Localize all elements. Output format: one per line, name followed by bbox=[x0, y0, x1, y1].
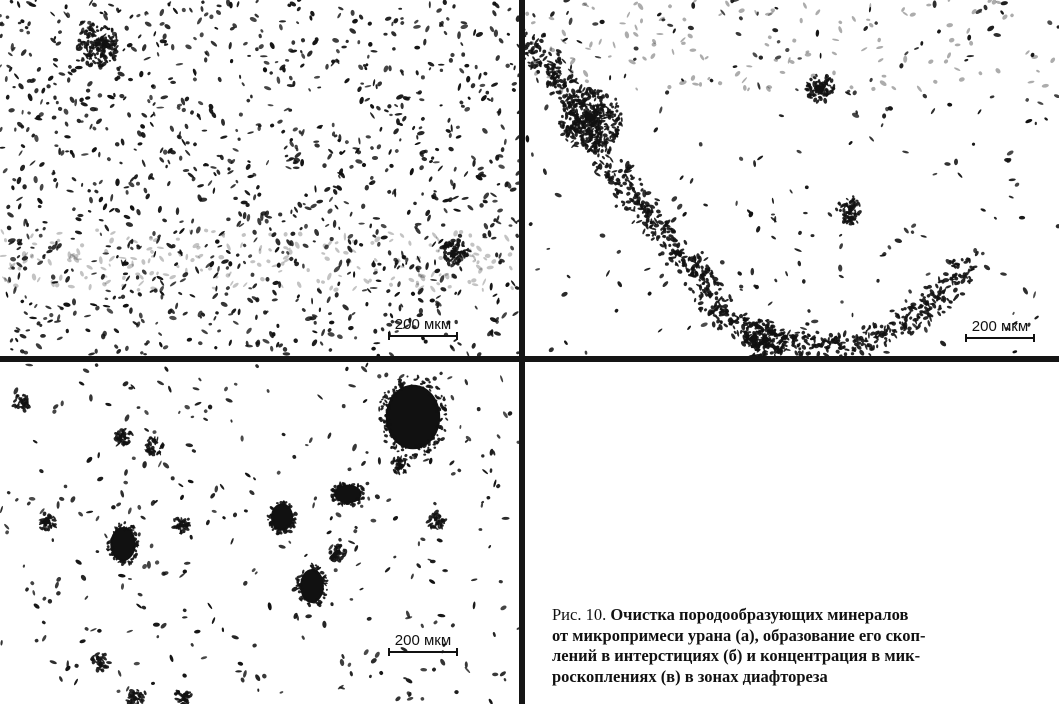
scale-line-b bbox=[965, 334, 1035, 342]
scale-bar-a: 200 мкм bbox=[388, 316, 458, 342]
caption-title: Очистка породообразующих минералов bbox=[610, 605, 909, 624]
scale-bar-c: 200 мкм bbox=[388, 632, 458, 658]
caption-line-4: роскоплениях (в) в зонах диафтореза bbox=[552, 666, 828, 686]
caption-prefix: Рис. 10. bbox=[552, 605, 611, 624]
scale-line-a bbox=[388, 332, 458, 340]
scale-label-a: 200 мкм bbox=[394, 316, 452, 333]
scale-label-b: 200 мкм bbox=[971, 318, 1029, 335]
micrograph-panel-b: 200 мкм bbox=[525, 0, 1059, 356]
uranium-distribution-image-c bbox=[0, 362, 519, 704]
caption-line-1: Рис. 10. Очистка породообразующих минера… bbox=[552, 605, 1059, 626]
micrograph-panel-a: 200 мкм bbox=[0, 0, 519, 356]
uranium-distribution-image-a bbox=[0, 0, 519, 356]
caption-line-3: лений в интерстициях (б) и концентрация … bbox=[552, 646, 921, 665]
uranium-distribution-image-b bbox=[525, 0, 1059, 356]
micrograph-panel-c: 200 мкм bbox=[0, 362, 519, 704]
horizontal-divider bbox=[0, 356, 1059, 362]
caption-line-2: от микропримеси урана (а), образование е… bbox=[552, 625, 926, 645]
scale-bar-b: 200 мкм bbox=[965, 318, 1035, 344]
scale-label-c: 200 мкм bbox=[394, 632, 452, 649]
figure-caption: Рис. 10. Очистка породообразующих минера… bbox=[552, 605, 1059, 687]
vertical-divider bbox=[519, 0, 525, 704]
scale-line-c bbox=[388, 648, 458, 656]
